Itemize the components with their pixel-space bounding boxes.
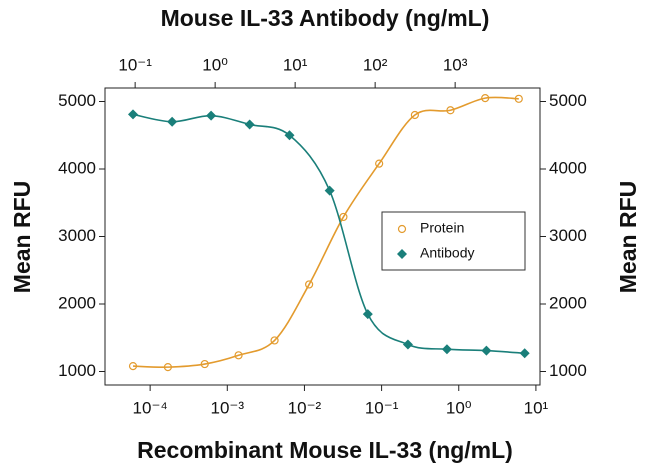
point	[244, 119, 255, 130]
legend-marker	[397, 249, 407, 259]
x2-tick-label: 10¹	[283, 55, 308, 74]
x-tick-label: 10¹	[524, 398, 549, 417]
legend-label: Protein	[420, 220, 464, 236]
point	[167, 116, 178, 127]
point	[446, 106, 455, 115]
y-tick-label: 1000	[58, 361, 96, 380]
x2-tick-label: 10⁻¹	[118, 55, 152, 74]
y2-tick-label: 1000	[549, 361, 587, 380]
y-axis-title: Mean RFU	[9, 181, 35, 293]
y2-axis-title: Mean RFU	[615, 181, 641, 293]
point	[375, 159, 384, 168]
top-axis-title: Mouse IL-33 Antibody (ng/mL)	[161, 5, 490, 31]
y-tick-label: 5000	[58, 91, 96, 110]
x-tick-label: 10⁻³	[211, 398, 245, 417]
point	[128, 362, 138, 371]
point	[441, 344, 452, 355]
point	[270, 336, 279, 345]
legend-marker	[397, 224, 407, 234]
legend-box	[381, 211, 526, 271]
x2-tick-label: 10³	[443, 55, 468, 74]
x2-tick-label: 10²	[363, 55, 388, 74]
fit-curve	[132, 96, 519, 368]
point	[324, 185, 335, 196]
point	[234, 351, 243, 360]
point	[284, 130, 295, 141]
y2-tick-label: 2000	[549, 293, 587, 312]
y-tick-label: 3000	[58, 226, 96, 245]
point	[339, 212, 348, 222]
x-axis-title: Recombinant Mouse IL-33 (ng/mL)	[137, 437, 513, 463]
x2-tick-label: 10⁰	[202, 55, 228, 74]
point	[481, 94, 490, 103]
point	[305, 280, 314, 289]
fit-curve	[132, 113, 525, 355]
y2-tick-label: 3000	[549, 226, 587, 245]
point	[514, 94, 523, 103]
legend-label: Antibody	[420, 245, 474, 261]
point	[481, 345, 492, 356]
x-tick-label: 10⁻¹	[365, 398, 399, 417]
y-tick-label: 4000	[58, 158, 96, 177]
y2-tick-label: 4000	[549, 158, 587, 177]
y-tick-label: 2000	[58, 293, 96, 312]
point	[410, 110, 419, 120]
point	[127, 109, 138, 120]
point	[362, 309, 373, 320]
point	[163, 363, 173, 372]
x-tick-label: 10⁰	[446, 398, 472, 417]
point	[206, 110, 217, 121]
point	[402, 339, 413, 350]
point	[200, 359, 209, 369]
point	[519, 348, 530, 359]
y2-tick-label: 5000	[549, 91, 587, 110]
x-tick-label: 10⁻²	[288, 398, 322, 417]
x-tick-label: 10⁻⁴	[133, 398, 168, 417]
